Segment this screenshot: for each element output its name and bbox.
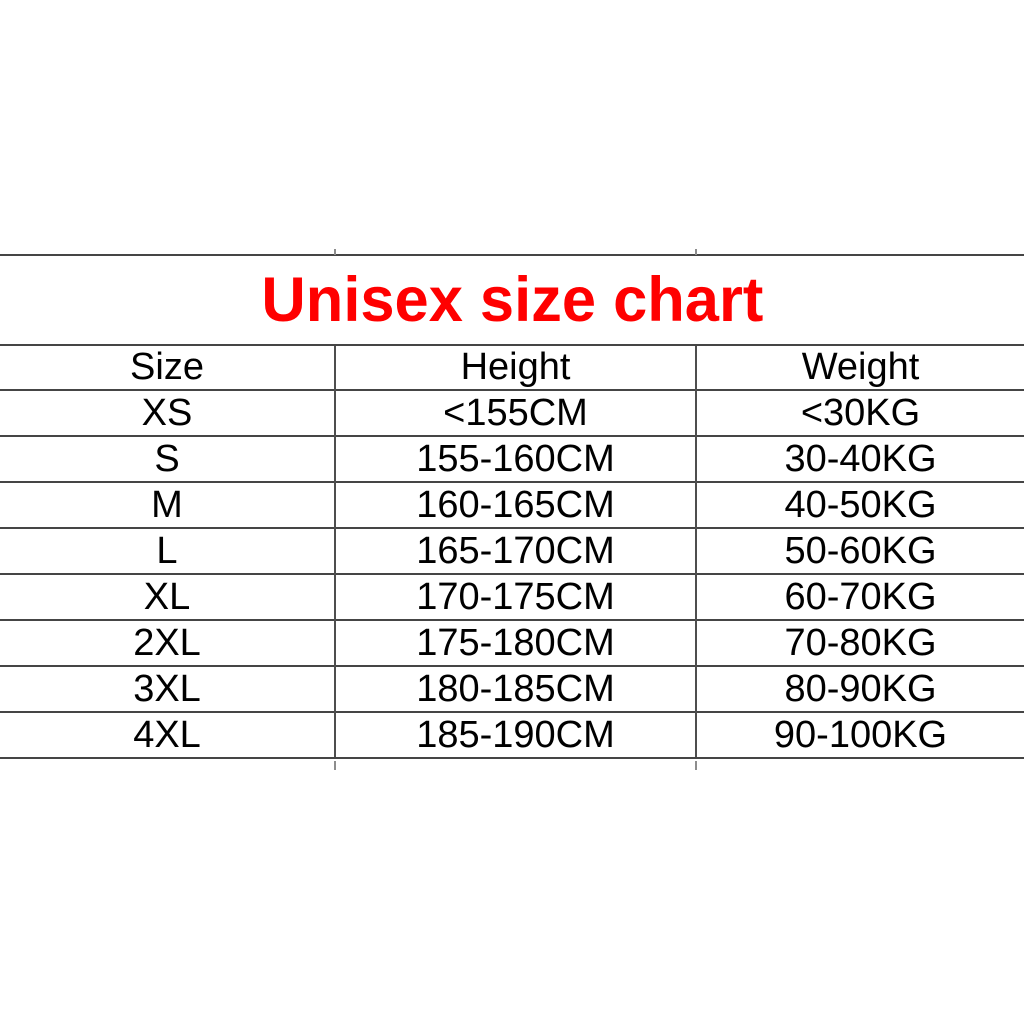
table-cell: <155CM bbox=[334, 389, 696, 436]
table-row: L 165-170CM 50-60KG bbox=[0, 527, 1024, 574]
table-cell: 175-180CM bbox=[334, 619, 696, 666]
table-cell: 90-100KG bbox=[694, 711, 1024, 759]
table-cell: M bbox=[0, 481, 335, 528]
size-table: Unisex size chart Size Height Weight XS <15… bbox=[0, 254, 1024, 759]
grid-tick-bottom-left bbox=[334, 761, 336, 770]
title-row: Unisex size chart bbox=[0, 254, 1024, 345]
column-header: Size bbox=[0, 344, 335, 390]
title-cell: Unisex size chart bbox=[0, 254, 1024, 345]
table-cell: 40-50KG bbox=[694, 481, 1024, 528]
table-cell: 60-70KG bbox=[694, 573, 1024, 620]
table-cell: 3XL bbox=[0, 665, 335, 712]
table-cell: 155-160CM bbox=[334, 435, 696, 482]
grid-tick-bottom-right bbox=[695, 761, 697, 770]
chart-title: Unisex size chart bbox=[261, 264, 763, 335]
column-header: Height bbox=[334, 344, 696, 390]
table-cell: <30KG bbox=[694, 389, 1024, 436]
table-row: 2XL 175-180CM 70-80KG bbox=[0, 619, 1024, 666]
table-cell: 185-190CM bbox=[334, 711, 696, 759]
size-chart: Unisex size chart Size Height Weight XS <15… bbox=[0, 254, 1024, 759]
table-cell: 4XL bbox=[0, 711, 335, 759]
table-cell: XS bbox=[0, 389, 335, 436]
table-cell: 30-40KG bbox=[694, 435, 1024, 482]
column-header: Weight bbox=[694, 344, 1024, 390]
table-cell: 80-90KG bbox=[694, 665, 1024, 712]
table-cell: 70-80KG bbox=[694, 619, 1024, 666]
table-cell: 50-60KG bbox=[694, 527, 1024, 574]
table-cell: S bbox=[0, 435, 335, 482]
table-row: XL 170-175CM 60-70KG bbox=[0, 573, 1024, 620]
table-row: 3XL 180-185CM 80-90KG bbox=[0, 665, 1024, 712]
table-header-row: Size Height Weight bbox=[0, 344, 1024, 390]
table-cell: 170-175CM bbox=[334, 573, 696, 620]
table-row: M 160-165CM 40-50KG bbox=[0, 481, 1024, 528]
table-row: XS <155CM <30KG bbox=[0, 389, 1024, 436]
grid-tick-top-left bbox=[334, 249, 336, 255]
table-cell: XL bbox=[0, 573, 335, 620]
table-cell: 180-185CM bbox=[334, 665, 696, 712]
grid-tick-top-right bbox=[695, 249, 697, 255]
table-cell: 165-170CM bbox=[334, 527, 696, 574]
table-cell: 160-165CM bbox=[334, 481, 696, 528]
table-row: 4XL 185-190CM 90-100KG bbox=[0, 711, 1024, 759]
table-cell: L bbox=[0, 527, 335, 574]
table-row: S 155-160CM 30-40KG bbox=[0, 435, 1024, 482]
table-cell: 2XL bbox=[0, 619, 335, 666]
